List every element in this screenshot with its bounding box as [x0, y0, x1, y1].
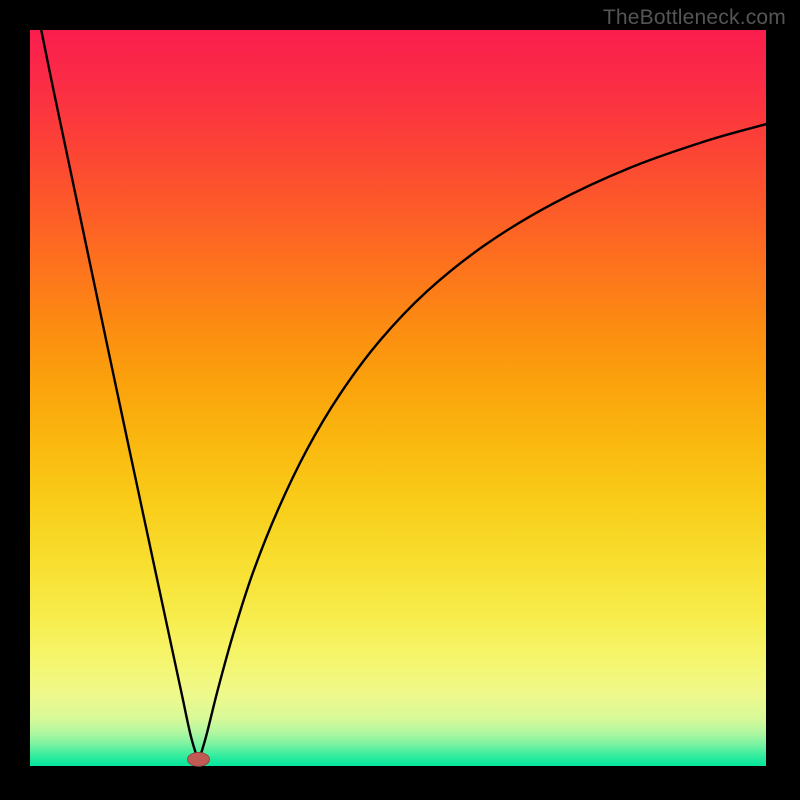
- watermark-text: TheBottleneck.com: [603, 6, 786, 30]
- plot-area: [30, 30, 766, 766]
- valley-marker: [188, 752, 210, 766]
- chart-container: TheBottleneck.com: [0, 0, 800, 800]
- bottleneck-chart: [0, 0, 800, 800]
